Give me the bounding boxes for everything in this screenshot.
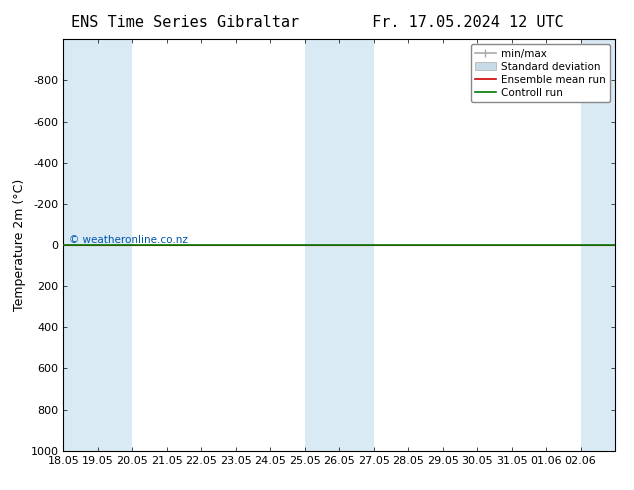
Bar <box>305 39 339 451</box>
Text: ENS Time Series Gibraltar        Fr. 17.05.2024 12 UTC: ENS Time Series Gibraltar Fr. 17.05.2024… <box>70 15 564 30</box>
Bar <box>98 39 133 451</box>
Bar <box>581 39 615 451</box>
Y-axis label: Temperature 2m (°C): Temperature 2m (°C) <box>13 179 27 311</box>
Bar <box>339 39 373 451</box>
Bar <box>63 39 98 451</box>
Text: © weatheronline.co.nz: © weatheronline.co.nz <box>69 235 188 245</box>
Legend: min/max, Standard deviation, Ensemble mean run, Controll run: min/max, Standard deviation, Ensemble me… <box>470 45 610 102</box>
